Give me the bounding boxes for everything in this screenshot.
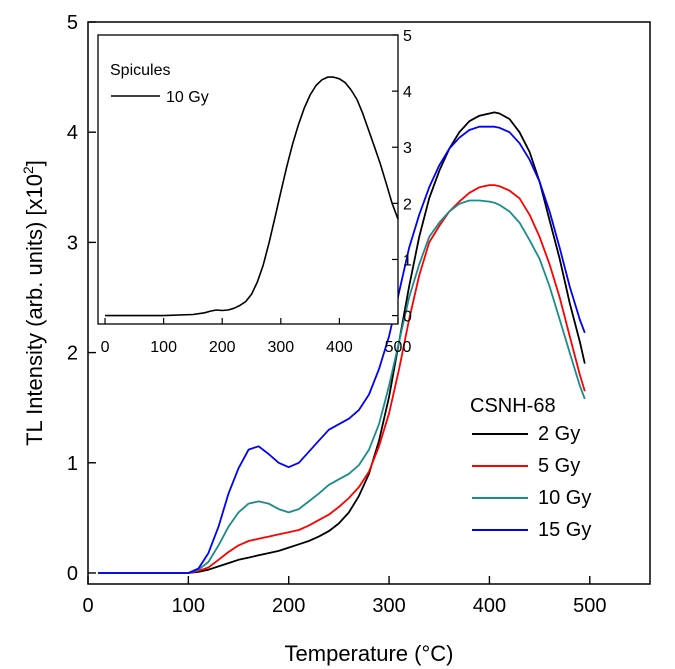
inset-legend-title: Spicules	[110, 62, 170, 79]
legend-items: 2 Gy 5 Gy 10 Gy 15 Gy	[472, 423, 591, 541]
x-tick-label: 200	[272, 595, 305, 617]
series-line-5-gy	[98, 184, 586, 574]
inset-frame	[97, 34, 399, 325]
inset-series-group	[105, 76, 399, 317]
inset-series-line	[105, 76, 399, 317]
main-series-group	[98, 111, 586, 574]
legend-title: CSNH-68	[470, 395, 556, 417]
inset-y-tick-label: 0	[403, 309, 412, 326]
series-line-2-gy	[98, 111, 586, 574]
x-tick-label: 0	[82, 595, 93, 617]
x-tick-label: 300	[372, 595, 405, 617]
inset-axis-ticks: 0 100 200 300 400 500 0 1 2 3 4 5	[101, 28, 412, 356]
y-tick-label: 3	[67, 232, 78, 254]
main-legend: CSNH-68 2 Gy 5 Gy 10 Gy 15 Gy	[470, 395, 591, 541]
inset-y-tick-label: 4	[403, 84, 412, 101]
series-line-10-gy	[98, 199, 586, 574]
y-axis-title-exponent: 2	[20, 166, 36, 174]
y-tick-label: 0	[67, 563, 78, 585]
x-tick-label: 500	[573, 595, 606, 617]
y-tick-label: 4	[67, 122, 78, 144]
inset-x-tick-label: 0	[101, 339, 110, 356]
inset-x-tick-label: 300	[267, 339, 294, 356]
main-plot-frame	[87, 21, 651, 585]
y-axis-title: TL Intensity (arb. units) [x102]	[20, 160, 47, 446]
inset-y-tick-label: 1	[403, 252, 412, 269]
inset-legend: Spicules 10 Gy	[110, 62, 209, 106]
x-tick-label: 400	[473, 595, 506, 617]
inset-x-tick-label: 500	[385, 339, 412, 356]
legend-label: 5 Gy	[538, 455, 580, 477]
legend-label: 2 Gy	[538, 423, 580, 445]
inset-legend-label: 10 Gy	[166, 89, 209, 106]
inset-y-tick-label: 3	[403, 140, 412, 157]
y-tick-label: 2	[67, 343, 78, 365]
inset-x-tick-label: 200	[209, 339, 236, 356]
series-line-15-gy	[98, 125, 586, 574]
inset-y-tick-label: 5	[403, 28, 412, 45]
x-axis-title: Temperature (°C)	[285, 641, 454, 666]
y-axis-title-tail: ]	[22, 160, 47, 166]
y-tick-label: 1	[67, 453, 78, 475]
legend-label: 10 Gy	[538, 487, 591, 509]
inset-y-tick-label: 2	[403, 196, 412, 213]
legend-label: 15 Gy	[538, 519, 591, 541]
inset-x-tick-label: 100	[150, 339, 177, 356]
y-tick-label: 5	[67, 12, 78, 34]
x-tick-label: 100	[172, 595, 205, 617]
inset-x-tick-label: 400	[326, 339, 353, 356]
